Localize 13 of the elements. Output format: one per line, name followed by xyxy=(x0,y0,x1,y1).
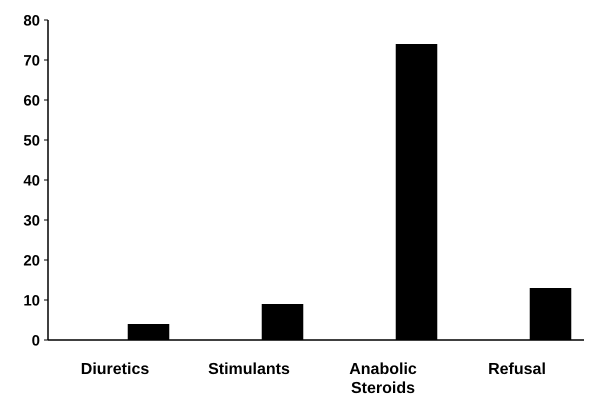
y-tick-label: 70 xyxy=(23,52,40,70)
y-tick-label: 40 xyxy=(23,172,40,190)
x-tick-label: Refusal xyxy=(488,361,546,378)
y-tick-label: 0 xyxy=(32,332,40,350)
y-tick-label: 20 xyxy=(23,252,40,270)
x-tick-label: Stimulants xyxy=(208,361,290,378)
y-tick-label: 10 xyxy=(23,292,40,310)
x-tick-label: Anabolic Steroids xyxy=(349,361,417,398)
y-tick-label: 50 xyxy=(23,132,40,150)
y-tick-label: 60 xyxy=(23,92,40,110)
x-tick-label: Diuretics xyxy=(80,361,150,378)
y-tick-label: 30 xyxy=(23,212,40,230)
y-tick-label: 80 xyxy=(23,12,40,30)
